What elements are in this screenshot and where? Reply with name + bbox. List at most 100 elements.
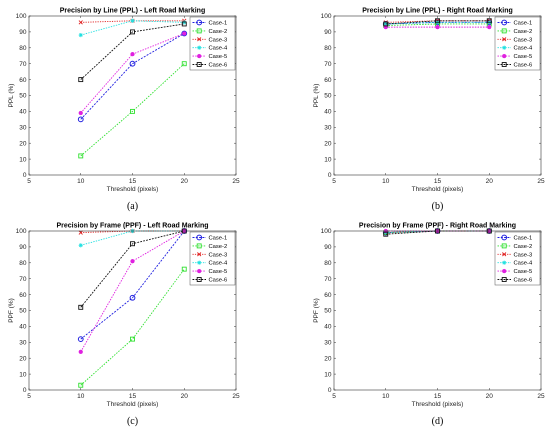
caption: (b) [432, 201, 444, 212]
legend-entry: Case-4 [497, 45, 533, 52]
marker-case-5 [502, 268, 507, 274]
marker-case-6 [196, 62, 202, 67]
x-tick-label: 15 [129, 393, 137, 400]
series-line [385, 20, 490, 25]
marker-case-1 [129, 294, 136, 301]
y-tick-label: 70 [324, 61, 332, 68]
series-line [80, 63, 185, 157]
y-axis-label: PPL (%) [313, 84, 320, 108]
legend-entry: Case-4 [192, 260, 228, 267]
series-case-2 [78, 61, 187, 159]
legend-label: Case-4 [514, 261, 533, 267]
marker-case-6 [501, 277, 507, 282]
legend-label: Case-4 [209, 46, 228, 52]
marker-case-4 [197, 260, 202, 265]
marker-case-2 [130, 108, 135, 114]
y-tick-label: 40 [19, 109, 27, 116]
marker-case-6 [435, 18, 440, 24]
legend-entry: Case-2 [497, 243, 532, 250]
chart-3: 0 10 20 30 40 50 60 70 80 90 100 5 10 15 20 25 Precision… [8, 223, 240, 428]
marker-case-4 [197, 45, 202, 50]
marker-case-2 [196, 28, 202, 34]
legend-entry: Case-1 [497, 19, 532, 27]
marker-case-5 [130, 52, 135, 57]
series-case-2 [78, 266, 187, 388]
legend-label: Case-4 [209, 261, 228, 267]
series-line [80, 33, 185, 120]
y-tick-label: 60 [19, 292, 27, 299]
legend: Case-1 Case-2 Case-3 Case-4 Case-5 Case-6 [189, 231, 236, 286]
marker-case-4-d [78, 33, 83, 37]
legend-label: Case-5 [514, 269, 533, 275]
marker-case-4-d [130, 18, 135, 23]
y-tick-label: 10 [19, 156, 27, 163]
marker-case-6 [383, 21, 389, 27]
x-tick-label: 10 [382, 178, 390, 185]
y-axis-label: PPF (%) [8, 298, 15, 323]
marker-case-5 [502, 53, 507, 59]
series-line [80, 268, 185, 386]
legend-label: Case-1 [209, 236, 228, 242]
marker-case-3 [502, 37, 507, 42]
legend-label: Case-6 [209, 63, 228, 69]
y-tick-label: 90 [324, 29, 332, 36]
marker-case-6 [383, 231, 389, 237]
caption: (a) [127, 201, 138, 212]
x-tick-label: 15 [434, 393, 442, 400]
marker-case-5 [130, 259, 135, 264]
x-tick-label: 15 [434, 178, 442, 185]
x-tick-label: 10 [77, 178, 85, 185]
marker-case-6 [130, 29, 135, 35]
y-tick-label: 40 [19, 324, 27, 331]
marker-case-5 [487, 24, 492, 30]
marker-case-4-d [197, 45, 201, 50]
legend-label: Case-3 [209, 252, 228, 258]
series-line [80, 20, 185, 23]
y-tick-label: 100 [16, 13, 27, 20]
y-tick-label: 70 [324, 276, 332, 283]
marker-case-4-d [502, 260, 506, 265]
legend-entry: Case-5 [497, 268, 533, 275]
series-case-5 [78, 31, 187, 116]
legend-entry: Case-6 [192, 277, 227, 284]
marker-case-2 [181, 61, 187, 67]
marker-case-4 [502, 45, 507, 50]
y-tick-label: 0 [23, 172, 27, 179]
marker-case-2 [78, 382, 84, 388]
y-tick-label: 80 [19, 260, 27, 267]
marker-case-4-d [78, 243, 83, 248]
legend-entry: Case-1 [192, 234, 228, 242]
x-tick-label: 10 [382, 393, 390, 400]
marker-case-6 [181, 21, 187, 27]
legend: Case-1 Case-2 Case-3 Case-4 Case-5 Case-6 [189, 16, 236, 71]
y-tick-label: 80 [324, 45, 332, 52]
chart-2: 0 10 20 30 40 50 60 70 80 90 100 5 10 15 20 25 Precision… [313, 8, 545, 213]
marker-case-6 [130, 241, 135, 247]
marker-case-3-b [78, 20, 83, 25]
series-case-1 [77, 30, 188, 123]
legend-box [189, 16, 236, 71]
y-tick-label: 50 [324, 93, 332, 100]
y-tick-label: 20 [324, 140, 332, 147]
legend-label: Case-2 [514, 29, 533, 35]
y-tick-label: 20 [19, 140, 27, 147]
x-tick-label: 20 [181, 393, 189, 400]
marker-case-4 [130, 18, 135, 23]
legend-label: Case-3 [514, 252, 533, 258]
legend-entry: Case-2 [192, 243, 227, 250]
y-tick-label: 30 [19, 125, 27, 132]
series-line [385, 21, 490, 25]
caption: (c) [127, 416, 138, 427]
axes-frame [333, 15, 542, 176]
marker-case-5 [182, 31, 187, 36]
y-tick-label: 30 [324, 340, 332, 347]
chart-title: Precision by Line (PPL) - Left Road Mark… [60, 8, 205, 15]
x-tick-label: 20 [486, 393, 494, 400]
x-axis-label: Threshold (pixels) [107, 186, 159, 193]
x-tick-label: 25 [537, 178, 545, 185]
axes-frame [28, 15, 237, 176]
marker-case-1 [196, 234, 203, 241]
y-tick-label: 30 [19, 340, 27, 347]
marker-case-6 [78, 304, 84, 310]
